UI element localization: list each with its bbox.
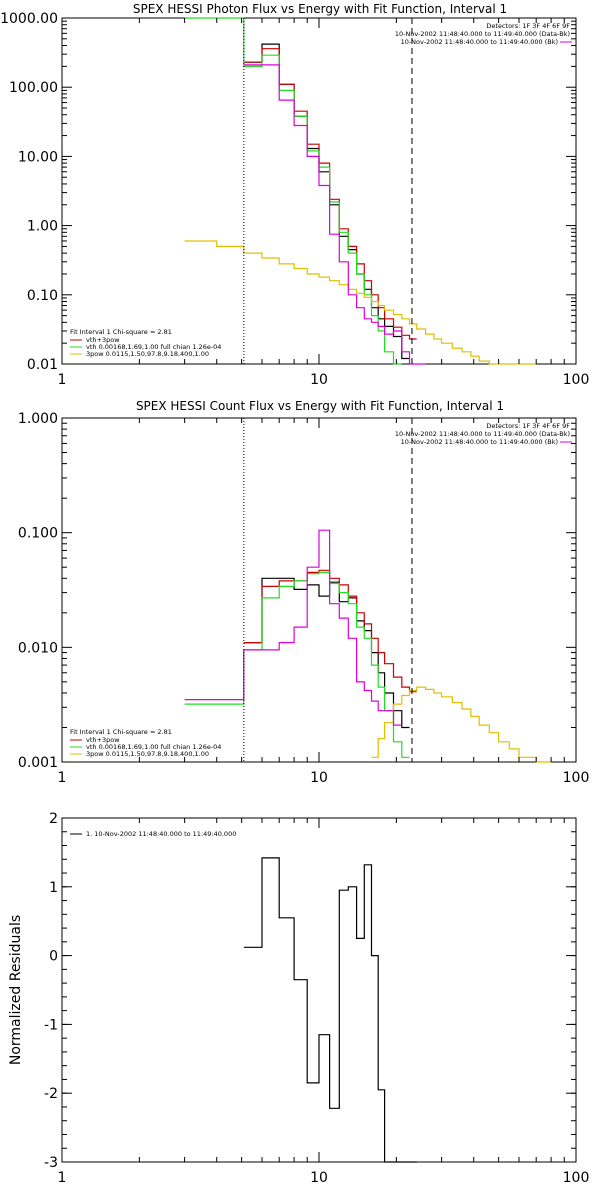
panel-3-y-tick-label: 1 [49,880,58,896]
panel-1-annotation-detectors: Detectors: 1F 3F 4F 6F 9F [486,22,570,30]
panel-2-y-tick-label: 1.000 [18,411,58,427]
panel-2-y-tick-label: 0.010 [18,640,58,656]
panel-2-series-nonthermal [371,686,552,763]
panel-3-frame [61,817,577,1163]
panel-2-legend-label-nonthermal: 3pow 0.0115,1.50,97.8,9.18,400,1.00 [86,750,209,758]
panel-2-annotation-bk: 10-Nov-2002 11:48:40.000 to 11:49:40.000… [401,438,558,446]
panel-2-series [184,529,552,763]
panel-3-y-tick-label: 2 [49,811,58,827]
panel-1-legend-label-nonthermal: 3pow 0.0115,1.50,97.8,9.18,400,1.00 [86,350,209,358]
panel-3-y-tick-label: 0 [49,949,58,965]
panel-1-y-tick-label: 0.10 [27,288,58,304]
panel-2-fit-label: Fit Interval 1 Chi-square = 2.81 [70,728,172,736]
panel-2-y-tick-label: 0.001 [18,755,58,771]
panel-2-series-model [243,569,417,693]
panel-3-x-tick-label: 10 [310,1170,328,1186]
panel-1-legend-label-model: vth+3pow [86,336,120,344]
panel-3-ticks: 1 10 100 -3 -2 -1 0 1 2 [44,811,589,1186]
panel-1-fit-label: Fit Interval 1 Chi-square = 2.81 [70,328,172,336]
panel-1-frame [61,17,577,365]
panel-2-x-tick-label: 100 [563,770,590,786]
panel-photon-flux: SPEX HESSI Photon Flux vs Energy with Fi… [0,2,589,388]
panel-1-x-tick-label: 10 [310,372,328,388]
panel-count-flux: SPEX HESSI Count Flux vs Energy with Fit… [18,399,589,786]
panel-1-annotation-bk: 10-Nov-2002 11:48:40.000 to 11:49:40.000… [401,38,558,46]
panel-2-annotation-detectors: Detectors: 1F 3F 4F 6F 9F [486,422,570,430]
panel-1-series [184,17,537,365]
panel-1-legend: vth+3pow vth 0.00168,1.69,1.00 full chia… [70,336,221,358]
panel-2-y-tick-label: 0.100 [18,526,58,542]
panel-2-x-tick-label: 1 [58,770,67,786]
panel-2-legend: vth+3pow vth 0.00168,1.69,1.00 full chia… [70,736,221,758]
panel-2-x-tick-label: 10 [310,770,328,786]
panel-3-y-tick-label: -1 [44,1017,58,1033]
panel-1-annotation-data-bk: 10-Nov-2002 11:48:40.000 to 11:49:40.000… [395,30,570,38]
panel-1-legend-label-thermal: vth 0.00168,1.69,1.00 full chian 1.26e-0… [86,343,221,351]
panel-3-y-tick-label: -2 [44,1086,58,1102]
panel-2-series-thermal [184,571,410,758]
panel-residuals: 1 10 100 -3 -2 -1 0 1 2 Normalized Residuals 1. … [8,811,589,1186]
panel-2-legend-label-thermal: vth 0.00168,1.69,1.00 full chian 1.26e-0… [86,743,221,751]
panel-2-legend-label-model: vth+3pow [86,736,120,744]
panel-1-y-tick-label: 10.00 [18,149,58,165]
panel-2-title: SPEX HESSI Count Flux vs Energy with Fit… [136,399,504,413]
panel-3-series [243,857,417,1163]
panel-1-y-tick-label: 1000.00 [0,11,58,27]
panel-1-vlines [243,18,413,364]
panel-2-ticks: 1 10 100 0.001 0.010 0.100 1.000 [18,411,589,786]
panel-2-series-background [184,529,402,726]
panel-3-legend-label: 1. 10-Nov-2002 11:48:40.000 to 11:49:40.… [86,830,236,838]
panel-1-title: SPEX HESSI Photon Flux vs Energy with Fi… [133,2,507,16]
panel-3-x-tick-label: 100 [563,1170,590,1186]
panel-1-ticks: 1 10 100 0.01 0.10 1.00 10.00 100.00 1000.00 [0,11,589,388]
panel-1-series-background [243,64,426,365]
panel-3-series-residuals [243,857,417,1163]
panel-2-vlines [243,418,413,762]
panel-1-y-tick-label: 100.00 [9,80,58,96]
panel-3-x-tick-label: 1 [58,1170,67,1186]
panel-1-y-tick-label: 1.00 [27,219,58,235]
panel-1-series-nonthermal [184,240,537,365]
panel-1-x-tick-label: 100 [563,372,590,388]
panel-1-series-model [243,48,417,340]
panel-3-ylabel: Normalized Residuals [8,915,24,1065]
panel-3-y-tick-label: -3 [44,1155,58,1171]
panel-1-x-tick-label: 1 [58,372,67,388]
panel-1-series-thermal [184,17,402,365]
panel-2-annotation-data-bk: 10-Nov-2002 11:48:40.000 to 11:49:40.000… [395,430,570,438]
panel-1-y-tick-label: 0.01 [27,357,58,373]
